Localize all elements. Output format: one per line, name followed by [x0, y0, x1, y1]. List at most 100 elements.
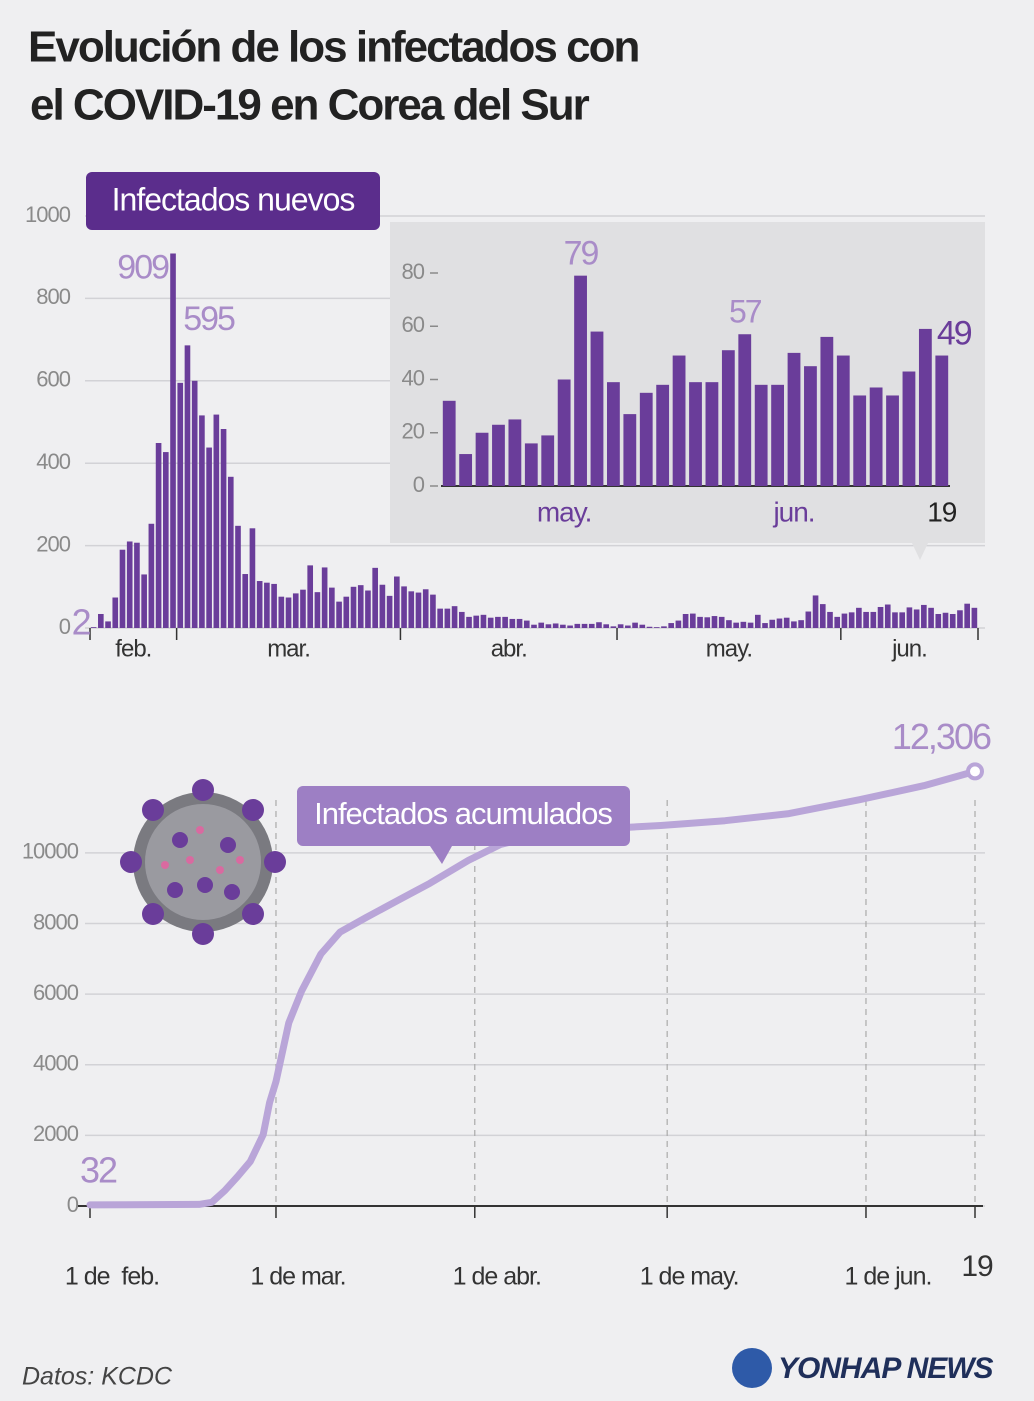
bar: [791, 621, 797, 628]
bar: [191, 380, 198, 628]
chart-title: Infectados acumulados: [314, 796, 612, 831]
data-label: 79: [564, 235, 599, 273]
bar: [957, 610, 963, 628]
x-tick-label: 19: [961, 1250, 993, 1283]
bar: [357, 585, 364, 628]
bar: [787, 352, 801, 486]
bar: [971, 607, 978, 628]
bar: [726, 620, 732, 628]
bar: [379, 584, 386, 628]
bar: [812, 595, 819, 628]
bar: [776, 618, 783, 628]
bar: [487, 617, 494, 628]
bar: [805, 611, 812, 628]
y-tick-label: 0: [67, 1192, 79, 1217]
bar: [444, 608, 451, 628]
bar: [560, 624, 566, 628]
x-tick-label: feb.: [115, 635, 151, 662]
x-tick-label: 19: [927, 496, 957, 527]
bar: [264, 582, 270, 628]
bar: [863, 611, 869, 628]
x-tick-label: may.: [706, 635, 752, 662]
bar: [892, 612, 898, 628]
bar: [596, 622, 602, 628]
y-tick-label: 2000: [33, 1121, 79, 1146]
bar: [206, 447, 212, 628]
bar: [141, 574, 147, 628]
bar: [552, 623, 559, 628]
data-label: 57: [729, 294, 762, 330]
bar: [394, 576, 400, 628]
bar: [492, 424, 505, 486]
bar: [661, 626, 667, 628]
bar: [820, 336, 834, 486]
bar: [567, 625, 573, 628]
bar: [442, 400, 456, 486]
source: Datos: KCDC: [22, 1363, 173, 1391]
bar: [783, 617, 790, 628]
bar: [90, 627, 97, 628]
bar: [639, 624, 646, 628]
bar: [300, 589, 306, 628]
bar: [105, 621, 111, 628]
bar: [162, 452, 169, 628]
bar: [632, 622, 638, 628]
bar: [408, 591, 415, 628]
bar: [762, 623, 768, 628]
bar: [242, 574, 249, 628]
bar: [199, 415, 205, 628]
y-tick-label: 8000: [33, 909, 79, 934]
bar: [827, 611, 833, 628]
y-tick-label: 6000: [33, 980, 79, 1005]
bar: [870, 611, 877, 628]
bar: [656, 384, 670, 486]
cumulative-chart: 0 2000 4000 6000 8000 10000 1 de feb. 1 de mar.…: [22, 716, 994, 1291]
bar: [523, 620, 530, 628]
bar: [740, 621, 747, 628]
bar: [718, 616, 725, 628]
bar: [886, 395, 899, 486]
cumulative-line: [86, 767, 979, 1209]
bar: [329, 587, 335, 628]
x-tick-label: abr.: [491, 635, 527, 662]
bar: [877, 606, 884, 628]
bar: [466, 616, 472, 628]
y-tick-label: 10000: [22, 839, 79, 864]
bar: [213, 414, 220, 628]
y-tick-label: 40: [402, 365, 425, 390]
y-tick-label: 60: [402, 312, 425, 337]
label-box: [297, 786, 630, 846]
bar: [668, 623, 674, 628]
inset-panel: [390, 222, 985, 543]
bar: [918, 328, 932, 486]
bar: [422, 589, 429, 628]
bar: [343, 596, 350, 628]
y-tick-label: 400: [36, 449, 70, 474]
label-pointer: [430, 846, 452, 864]
bar: [704, 617, 711, 628]
bar: [336, 601, 342, 628]
bar: [235, 525, 241, 628]
bar: [415, 592, 422, 628]
bar: [475, 432, 489, 486]
bar: [689, 382, 702, 486]
bar: [653, 627, 660, 628]
bar: [747, 622, 754, 628]
bar: [711, 616, 718, 628]
bar: [856, 607, 862, 628]
bar: [524, 443, 538, 486]
y-tick-label: 600: [36, 367, 70, 392]
bar: [473, 615, 480, 628]
title-line: el COVID-19 en Corea del Sur: [30, 81, 590, 130]
bar: [541, 435, 555, 486]
bar: [459, 454, 473, 486]
x-tick-label: may.: [537, 496, 592, 527]
bar: [307, 565, 314, 628]
logo: YONHAP NEWS: [778, 1352, 994, 1385]
bar: [574, 275, 587, 486]
bar: [754, 384, 768, 486]
bar: [682, 613, 689, 628]
y-tick-label: 80: [402, 259, 425, 284]
bar: [733, 622, 739, 628]
bar: [697, 616, 703, 628]
